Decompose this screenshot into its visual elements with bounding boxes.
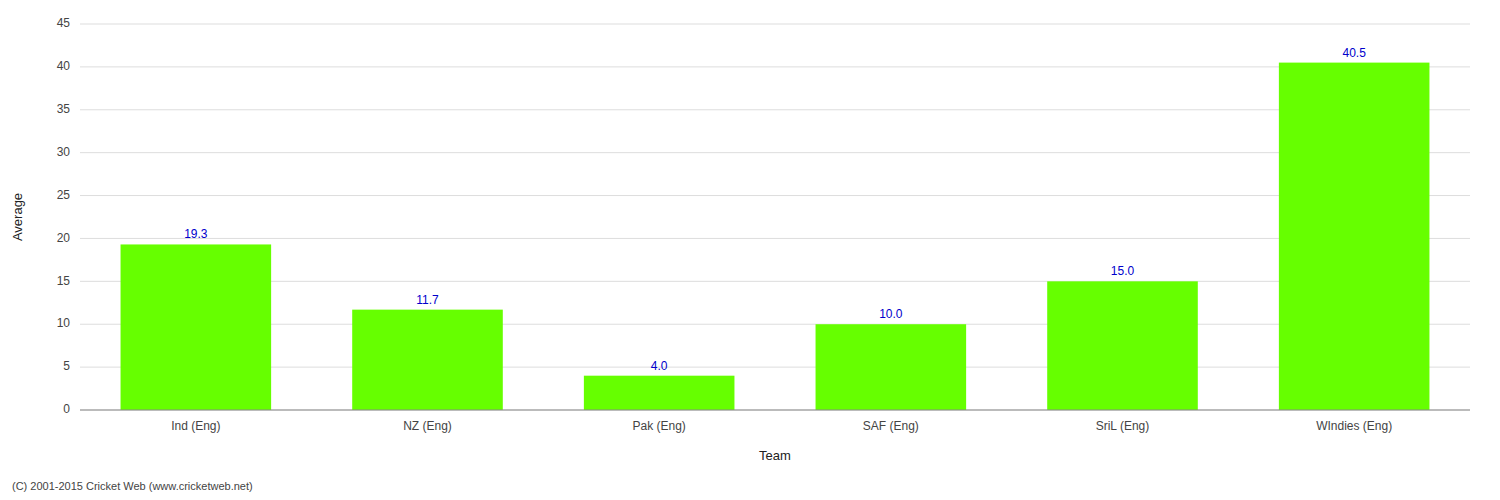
y-tick-label: 10 [57,316,71,330]
x-tick-label: WIndies (Eng) [1316,419,1392,433]
y-tick-label: 30 [57,145,71,159]
bar [1047,281,1198,410]
x-axis-line [80,410,1470,411]
y-tick-label: 40 [57,59,71,73]
grid-line [80,109,1470,110]
data-label: 19.3 [184,227,208,241]
x-tick-label: Ind (Eng) [171,419,220,433]
bar [121,244,272,410]
bar [584,376,735,410]
data-label: 10.0 [879,307,903,321]
x-axis: Ind (Eng) NZ (Eng) Pak (Eng) SAF (Eng) SriL … [80,410,1470,433]
y-tick-label: 15 [57,274,71,288]
grid-line [80,367,1470,368]
data-label: 40.5 [1342,46,1366,60]
bar [816,324,967,410]
y-tick-label: 45 [57,16,71,30]
x-tick-label: SAF (Eng) [863,419,919,433]
x-tick-label: NZ (Eng) [403,419,452,433]
y-axis: 0 5 10 15 20 25 30 35 40 45 [57,16,71,416]
grid-line [80,324,1470,325]
grid-line [80,66,1470,67]
grid-line [80,281,1470,282]
data-labels: 19.3 11.7 4.0 10.0 15.0 40.5 [184,46,1366,373]
footer: (C) 2001-2015 Cricket Web (www.cricketwe… [12,480,253,492]
grid-line [80,152,1470,153]
x-axis-title: Team [759,448,791,463]
x-tick-label: SriL (Eng) [1096,419,1150,433]
y-tick-label: 35 [57,102,71,116]
y-tick-label: 0 [63,402,70,416]
grid-line [80,195,1470,196]
data-label: 15.0 [1111,264,1135,278]
y-tick-label: 25 [57,188,71,202]
grid-line [80,24,1470,25]
data-label: 11.7 [416,293,439,307]
y-tick-label: 5 [63,359,70,373]
y-tick-label: 20 [57,231,71,245]
data-label: 4.0 [651,359,668,373]
grid-line [80,410,1470,411]
grid [80,24,1470,410]
bars [121,63,1430,410]
chart: 0 5 10 15 20 25 30 35 40 45 19.3 11.7 4.0 10.0 15.0 40.… [0,0,1500,500]
y-axis-title: Average [10,193,25,241]
bar [352,310,503,410]
bar [1279,63,1430,410]
chart-container: 0 5 10 15 20 25 30 35 40 45 19.3 11.7 4.0 10.0 15.0 40.… [0,0,1500,500]
x-tick-label: Pak (Eng) [632,419,685,433]
grid-line [80,238,1470,239]
